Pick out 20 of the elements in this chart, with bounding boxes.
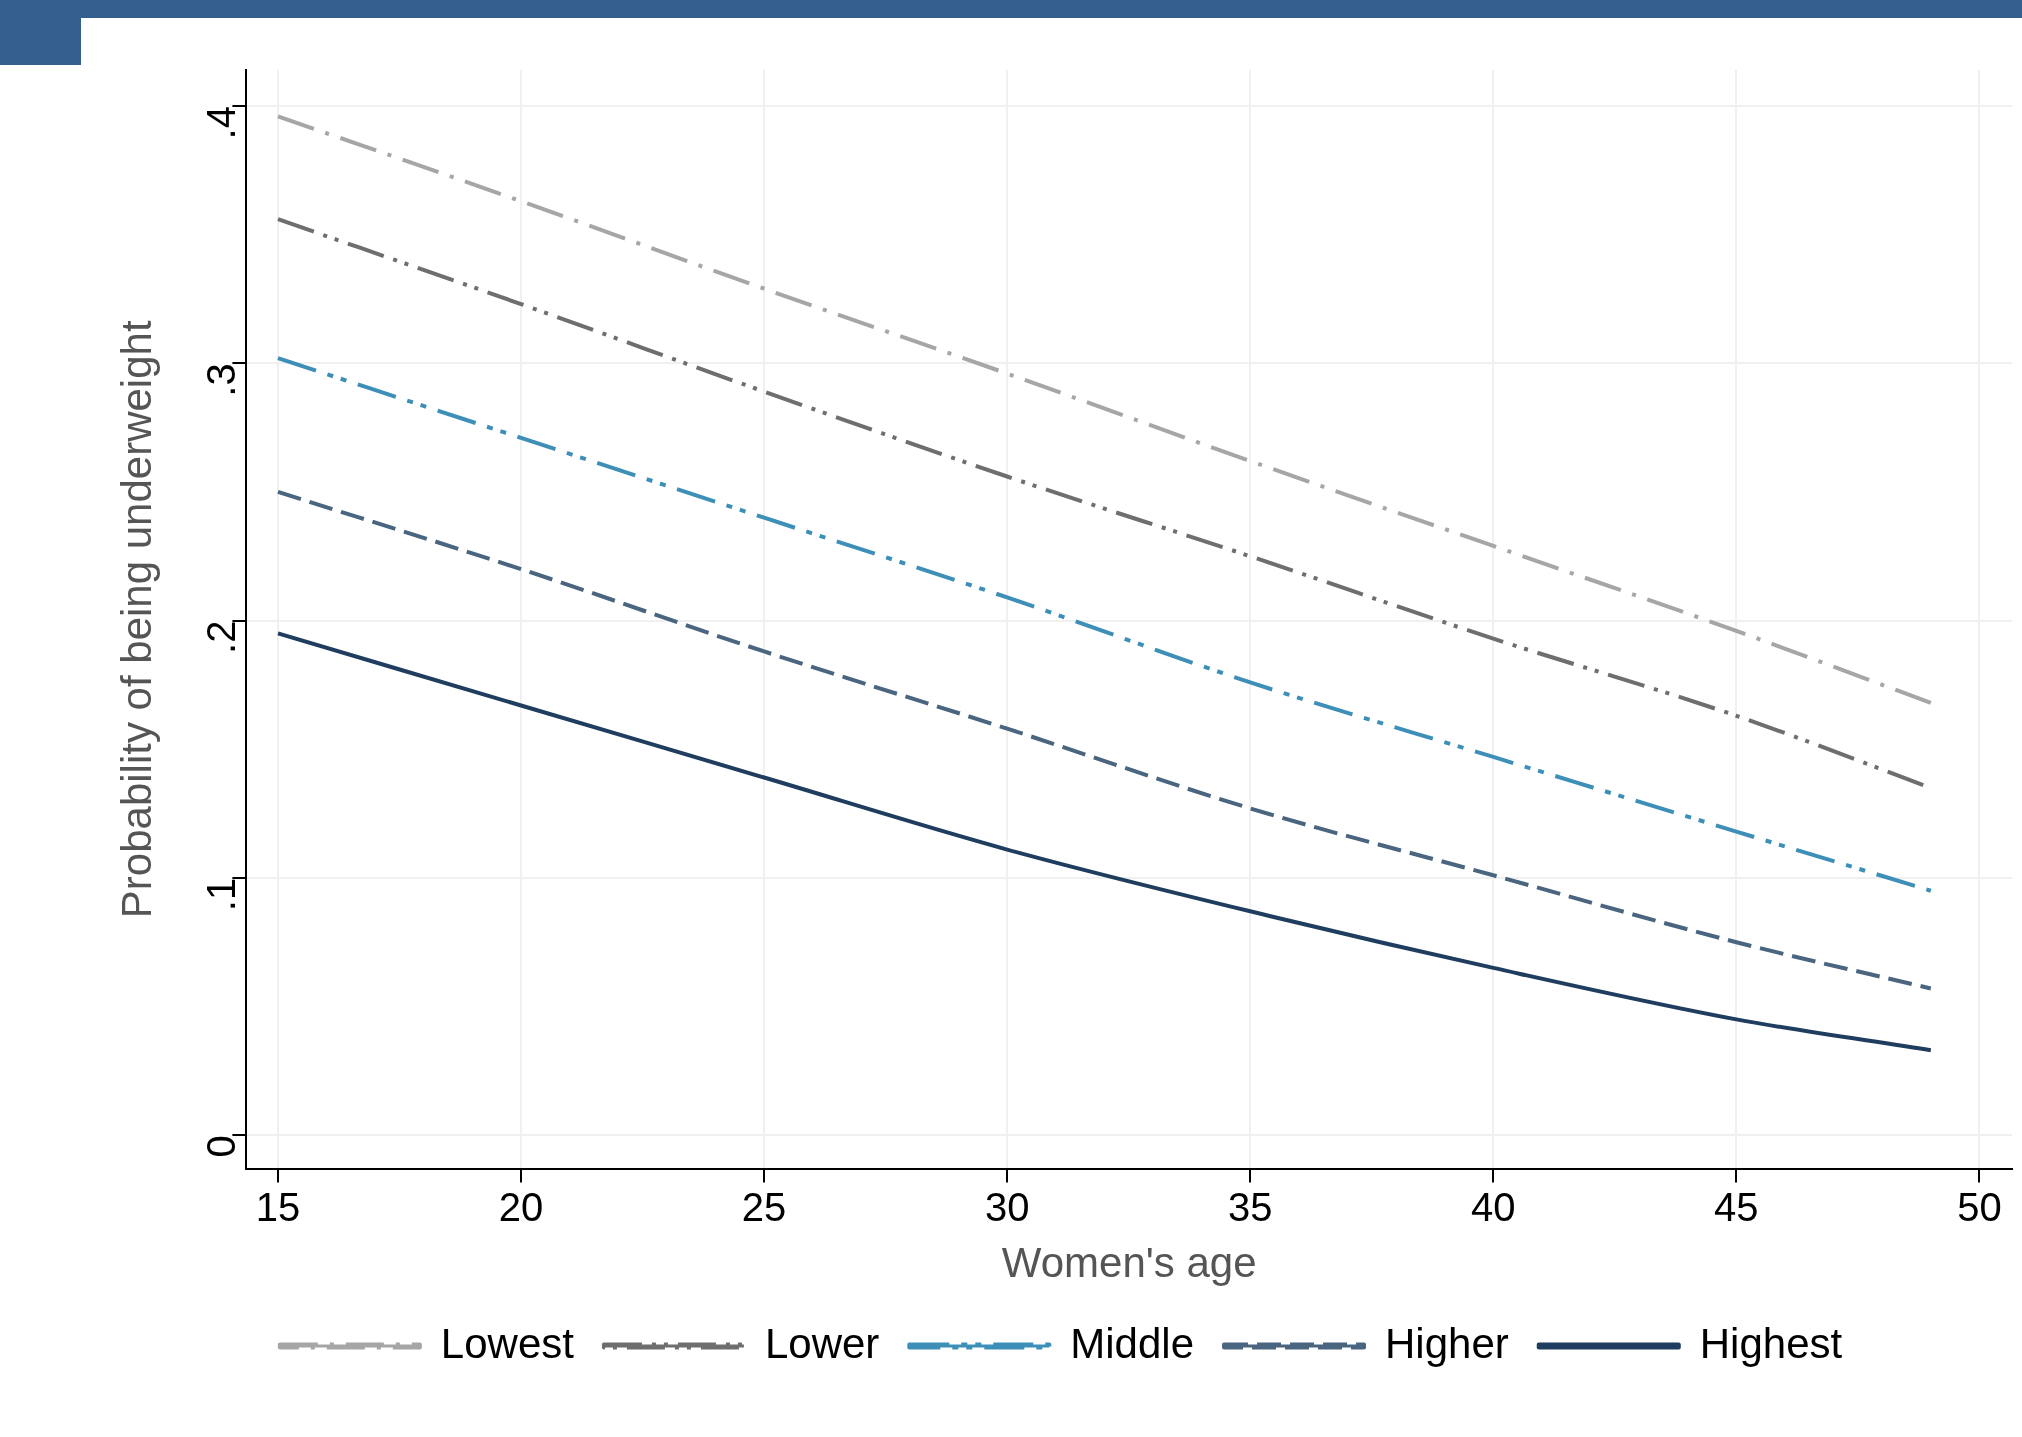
y-tick-label: 0	[199, 1135, 244, 1158]
legend-label: Middle	[1070, 1319, 1195, 1367]
x-tick-label: 50	[1957, 1184, 2002, 1229]
y-tick-label: .1	[199, 877, 244, 912]
x-tick-label: 15	[255, 1184, 301, 1229]
legend-label: Higher	[1385, 1319, 1509, 1367]
x-tick-label: 20	[498, 1184, 544, 1229]
y-tick-label: .3	[199, 363, 244, 397]
legend-label: Lower	[764, 1319, 880, 1367]
y-tick-label: .4	[199, 106, 244, 140]
legend-label: Highest	[1699, 1319, 1843, 1367]
x-tick-label: 45	[1714, 1184, 1759, 1229]
y-axis-title: Probability of being underweight	[112, 320, 160, 919]
x-tick-label: 40	[1471, 1184, 1516, 1229]
legend-label: Lowest	[440, 1319, 575, 1367]
x-axis-title: Women's age	[1001, 1239, 1257, 1287]
y-tick-label: .2	[199, 620, 244, 654]
x-tick-label: 30	[984, 1184, 1030, 1229]
x-tick-label: 35	[1227, 1184, 1273, 1229]
x-tick-label: 25	[741, 1184, 787, 1229]
